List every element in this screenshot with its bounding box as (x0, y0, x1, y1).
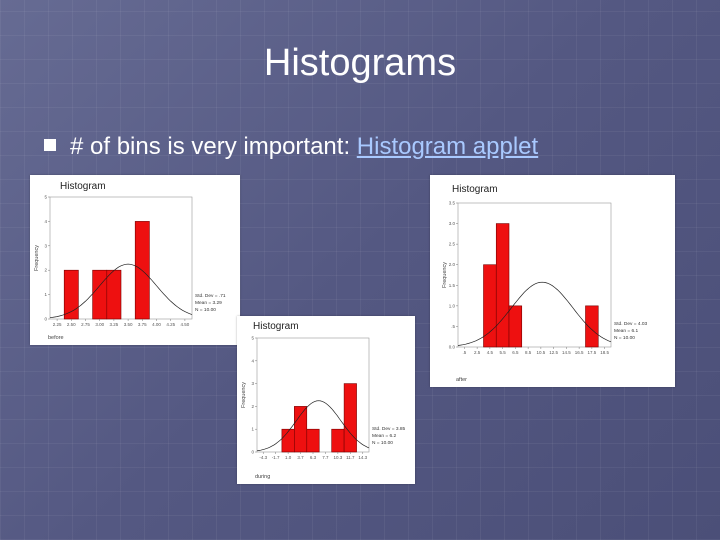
chart-1-xtick-label: 8.5 (525, 350, 532, 355)
square-bullet-icon (44, 139, 56, 151)
chart-1-title: Histogram (452, 184, 498, 195)
chart-0-bar (106, 269, 122, 320)
chart-0-ylabel: Frequency (34, 245, 40, 271)
chart-1-xtick-label: 18.5 (600, 350, 609, 355)
chart-2-xtick-label: 14.3 (358, 455, 367, 460)
chart-1-bar (508, 305, 523, 348)
chart-0-stat-line: Mean = 3.29 (195, 300, 222, 306)
chart-1-ylabel: Frequency (442, 262, 448, 288)
chart-2-bar (306, 428, 320, 453)
chart-1-ytick-label: .5 (451, 324, 455, 329)
chart-0-xtick-label: 3.50 (124, 322, 133, 327)
chart-0-ytick-label: 1 (44, 292, 47, 297)
chart-0-xtick-label: 4.25 (166, 322, 175, 327)
chart-2-xtick-label: -4.3 (259, 455, 267, 460)
chart-1-xtick-label: 14.5 (562, 350, 571, 355)
bullet-text: # of bins is very important: (70, 133, 357, 160)
chart-0-svg: Histogram 0 1 2 3 4 5 2.25 2.50 2.75 3.00 3.25 3.50 3… (34, 181, 226, 341)
chart-1-xtick-label: 16.5 (575, 350, 584, 355)
chart-2-xtick-label: 10.3 (334, 455, 343, 460)
chart-2-xlabel: during (255, 474, 270, 480)
chart-1-ytick-label: 1.0 (449, 303, 456, 308)
chart-0-ytick-label: 5 (44, 195, 47, 200)
chart-0-xtick-label: 3.75 (138, 322, 147, 327)
chart-1-ytick-label: 2.5 (449, 242, 456, 247)
chart-1-stat-line: Std. Dev = 4.03 (614, 321, 648, 327)
chart-2-stat-line: Std. Dev = 3.85 (372, 426, 406, 432)
chart-1-ytick-label: 2.0 (449, 262, 456, 267)
chart-1-ytick-label: 0.0 (449, 345, 456, 350)
chart-0-ytick-label: 0 (44, 317, 47, 322)
slide-title: Histograms (263, 42, 457, 84)
chart-1-plot-frame (457, 202, 612, 348)
chart-0-bar (92, 269, 108, 320)
chart-0-xlabel: before (48, 335, 64, 341)
chart-1-ytick-label: 1.5 (449, 283, 456, 288)
chart-2-xtick-label: 3.7 (297, 455, 304, 460)
chart-1-xlabel: after (456, 377, 467, 383)
chart-2-ylabel: Frequency (241, 382, 247, 408)
chart-1-xtick-label: .5 (462, 350, 466, 355)
chart-1-xtick-label: 5.5 (499, 350, 506, 355)
histogram-during-panel: Histogram 0 1 2 3 4 5 -4.3 -1.7 1.0 3.7 6.3 7.7 10.3 1… (237, 316, 415, 484)
chart-2-ytick-label: 2 (251, 404, 254, 409)
chart-2-xtick-label: 6.3 (310, 455, 317, 460)
chart-2-bar (294, 406, 308, 453)
chart-2-ytick-label: 1 (251, 427, 254, 432)
chart-2-ytick-label: 4 (251, 358, 254, 363)
chart-1-xtick-label: 12.5 (549, 350, 558, 355)
chart-0-stat-line: Std. Dev = .71 (195, 293, 226, 299)
chart-0-xtick-label: 4.00 (152, 322, 161, 327)
chart-1-xtick-label: 2.5 (474, 350, 481, 355)
chart-2-ytick-label: 5 (251, 336, 254, 341)
chart-2-xtick-label: -1.7 (272, 455, 280, 460)
histogram-after-panel: Histogram 0.0 .5 1.0 1.5 2.0 2.5 3.0 3.5 .5 2.5 4.5… (430, 175, 675, 387)
chart-2-title: Histogram (253, 321, 299, 332)
chart-0-xtick-label: 4.50 (181, 322, 190, 327)
chart-2-bar (331, 428, 345, 453)
chart-2-bar (343, 383, 357, 453)
chart-1-stat-line: Mean = 6.1 (614, 328, 638, 334)
chart-1-bar (585, 305, 599, 348)
chart-1-normal-curve (457, 281, 612, 346)
chart-0-xtick-label: 2.50 (67, 322, 76, 327)
chart-0-ytick-label: 3 (44, 243, 47, 248)
chart-2-stat-line: N = 10.00 (372, 440, 393, 446)
chart-0-normal-curve (49, 263, 193, 319)
chart-0-title: Histogram (60, 181, 106, 192)
chart-2-xtick-label: 1.0 (285, 455, 292, 460)
chart-2-xtick-label: 11.7 (346, 455, 355, 460)
chart-2-ytick-label: 3 (251, 381, 254, 386)
chart-2-stat-line: Mean = 6.2 (372, 433, 396, 439)
chart-1-bar (483, 264, 497, 348)
chart-1-xtick-label: 6.5 (512, 350, 519, 355)
chart-1-svg: Histogram 0.0 .5 1.0 1.5 2.0 2.5 3.0 3.5 .5 2.5 4.5… (442, 184, 648, 383)
chart-2-xtick-label: 7.7 (322, 455, 329, 460)
chart-0-xtick-label: 2.75 (81, 322, 90, 327)
chart-1-bar (495, 223, 510, 348)
chart-1-ytick-label: 3.0 (449, 221, 456, 226)
bullet-item: # of bins is very important: Histogram a… (44, 133, 538, 161)
chart-0-xtick-label: 2.25 (53, 322, 62, 327)
chart-0-stat-line: N = 10.00 (195, 307, 216, 313)
chart-1-stat-line: N = 10.00 (614, 335, 635, 341)
histogram-before-panel: Histogram 0 1 2 3 4 5 2.25 2.50 2.75 3.00 3.25 3.50 3… (30, 175, 240, 345)
chart-2-bar (281, 428, 295, 453)
chart-2-ytick-label: 0 (251, 450, 254, 455)
chart-0-xtick-label: 3.00 (95, 322, 104, 327)
chart-0-xtick-label: 3.25 (110, 322, 119, 327)
chart-2-normal-curve (256, 400, 370, 452)
chart-1-ytick-label: 3.5 (449, 201, 456, 206)
chart-0-ytick-label: 2 (44, 268, 47, 273)
chart-0-ytick-label: 4 (44, 219, 47, 224)
chart-1-xtick-label: 4.5 (487, 350, 494, 355)
chart-1-xtick-label: 10.5 (536, 350, 545, 355)
histogram-applet-link[interactable]: Histogram applet (356, 133, 539, 160)
chart-1-xtick-label: 17.5 (587, 350, 596, 355)
